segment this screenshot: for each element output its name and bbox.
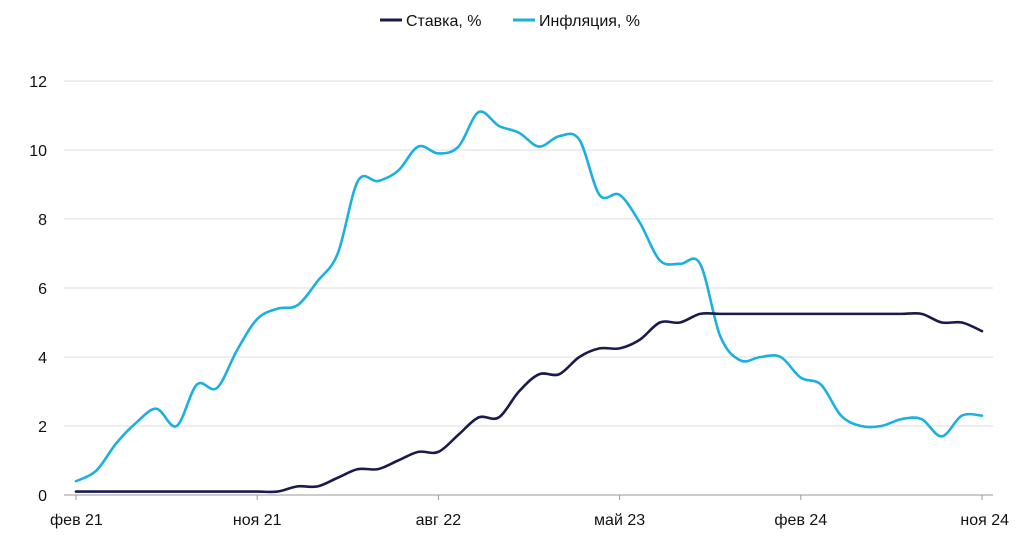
y-tick-label: 4	[38, 350, 47, 367]
series-line-inflation	[74, 110, 984, 483]
x-tick-label: ноя 21	[233, 512, 282, 529]
y-axis-labels: 0 2 4 6 8 10 12	[29, 74, 47, 505]
legend: Ставка, % Инфляция, %	[380, 13, 640, 30]
x-tick-label: фев 24	[774, 512, 827, 529]
y-tick-label: 0	[38, 488, 47, 505]
x-axis: фев 21 ноя 21 авг 22 май 23 фев 24 ноя 24	[50, 494, 1009, 529]
legend-label-inflation: Инфляция, %	[539, 13, 640, 30]
series-lines	[74, 110, 984, 494]
x-tick-label: авг 22	[416, 512, 462, 529]
y-tick-label: 2	[38, 419, 47, 436]
x-tick-label: ноя 24	[960, 512, 1009, 529]
y-tick-label: 10	[29, 143, 47, 160]
legend-label-rate: Ставка, %	[406, 13, 481, 30]
y-tick-label: 8	[38, 212, 47, 229]
gridlines	[64, 80, 993, 427]
legend-item-rate: Ставка, %	[380, 13, 481, 30]
series-line-rate	[74, 311, 984, 494]
y-tick-label: 12	[29, 74, 47, 91]
x-tick-label: май 23	[594, 512, 645, 529]
legend-item-inflation: Инфляция, %	[513, 13, 640, 30]
x-tick-label: фев 21	[50, 512, 103, 529]
y-tick-label: 6	[38, 281, 47, 298]
